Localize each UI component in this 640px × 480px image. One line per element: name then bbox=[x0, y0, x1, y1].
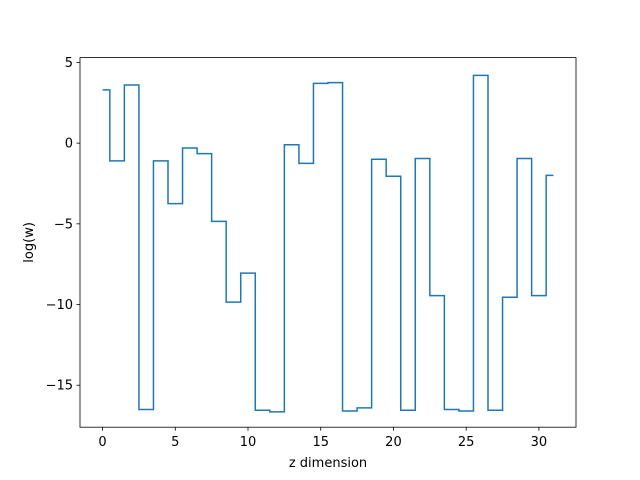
y-tick-label: −15 bbox=[46, 379, 73, 394]
y-tick-label: −5 bbox=[54, 217, 73, 232]
x-tick-label: 15 bbox=[312, 435, 329, 450]
x-axis-ticks: 0 5 10 15 20 25 30 bbox=[98, 427, 547, 450]
y-axis-label: log(w) bbox=[22, 222, 37, 263]
series-line-0 bbox=[102, 74, 554, 413]
x-tick-label: 10 bbox=[240, 435, 257, 450]
y-tick-label: −10 bbox=[46, 298, 73, 313]
plot-area bbox=[80, 57, 576, 428]
y-tick-label: 5 bbox=[65, 56, 73, 71]
y-tick-label: 0 bbox=[65, 137, 73, 152]
x-tick-label: 20 bbox=[385, 435, 402, 450]
x-tick-label: 25 bbox=[458, 435, 475, 450]
axes-frame bbox=[79, 57, 577, 428]
x-tick-label: 0 bbox=[98, 435, 106, 450]
x-axis-label: z dimension bbox=[289, 456, 367, 471]
x-tick-label: 5 bbox=[171, 435, 179, 450]
x-tick-label: 30 bbox=[531, 435, 548, 450]
y-axis-ticks: 5 0 −5 −10 −15 bbox=[46, 56, 80, 394]
series-layer bbox=[102, 74, 554, 413]
